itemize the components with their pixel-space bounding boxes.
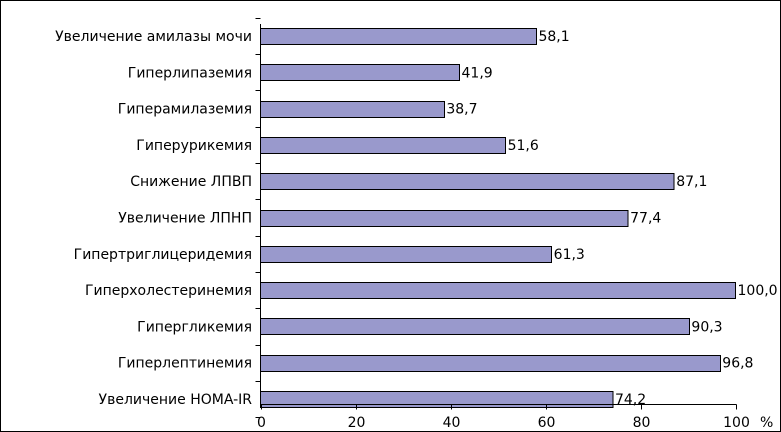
bar xyxy=(260,355,721,372)
value-label: 51,6 xyxy=(508,138,539,154)
bar xyxy=(260,101,445,118)
category-label: Гиперхолестеринемия xyxy=(85,283,252,299)
axes-layer: 0 20 40 60 80 100% xyxy=(255,18,773,431)
category-label: Снижение ЛПВП xyxy=(130,174,252,190)
x-tick-label: 20 xyxy=(348,415,366,431)
bar xyxy=(260,137,507,154)
x-tick-label: 0 xyxy=(257,415,266,431)
category-label: Гиперамилаземия xyxy=(118,102,252,118)
value-label: 96,8 xyxy=(722,356,753,372)
bar xyxy=(260,318,690,335)
bar xyxy=(260,28,537,45)
category-label: Гиперлептинемия xyxy=(118,356,252,372)
bar xyxy=(260,391,614,408)
bar xyxy=(260,64,461,81)
bar xyxy=(260,173,675,190)
x-unit-label: % xyxy=(760,415,773,431)
value-label: 38,7 xyxy=(446,102,477,118)
category-label: Увеличение HOMA-IR xyxy=(99,392,253,408)
category-label: Гипертриглицеридемия xyxy=(74,247,252,263)
category-label: Увеличение ЛПНП xyxy=(118,211,252,227)
x-tick-label: 60 xyxy=(538,415,556,431)
x-tick-label: 100 xyxy=(723,415,750,431)
value-label: 87,1 xyxy=(676,174,707,190)
category-label: Гипергликемия xyxy=(137,319,252,335)
bar xyxy=(260,282,736,299)
value-label: 77,4 xyxy=(630,211,661,227)
category-label: Гиперурикемия xyxy=(136,138,252,154)
category-label: Гиперлипаземия xyxy=(128,65,252,81)
x-tick-label: 80 xyxy=(633,415,651,431)
value-label: 58,1 xyxy=(538,29,569,45)
value-label: 90,3 xyxy=(691,319,722,335)
bars-layer xyxy=(260,28,736,408)
x-tick-label: 40 xyxy=(443,415,461,431)
bar xyxy=(260,210,629,227)
value-label: 61,3 xyxy=(554,247,585,263)
bar xyxy=(260,246,553,263)
category-label: Увеличение амилазы мочи xyxy=(55,29,252,45)
value-label: 41,9 xyxy=(462,65,493,81)
value-label: 100,0 xyxy=(738,283,778,299)
